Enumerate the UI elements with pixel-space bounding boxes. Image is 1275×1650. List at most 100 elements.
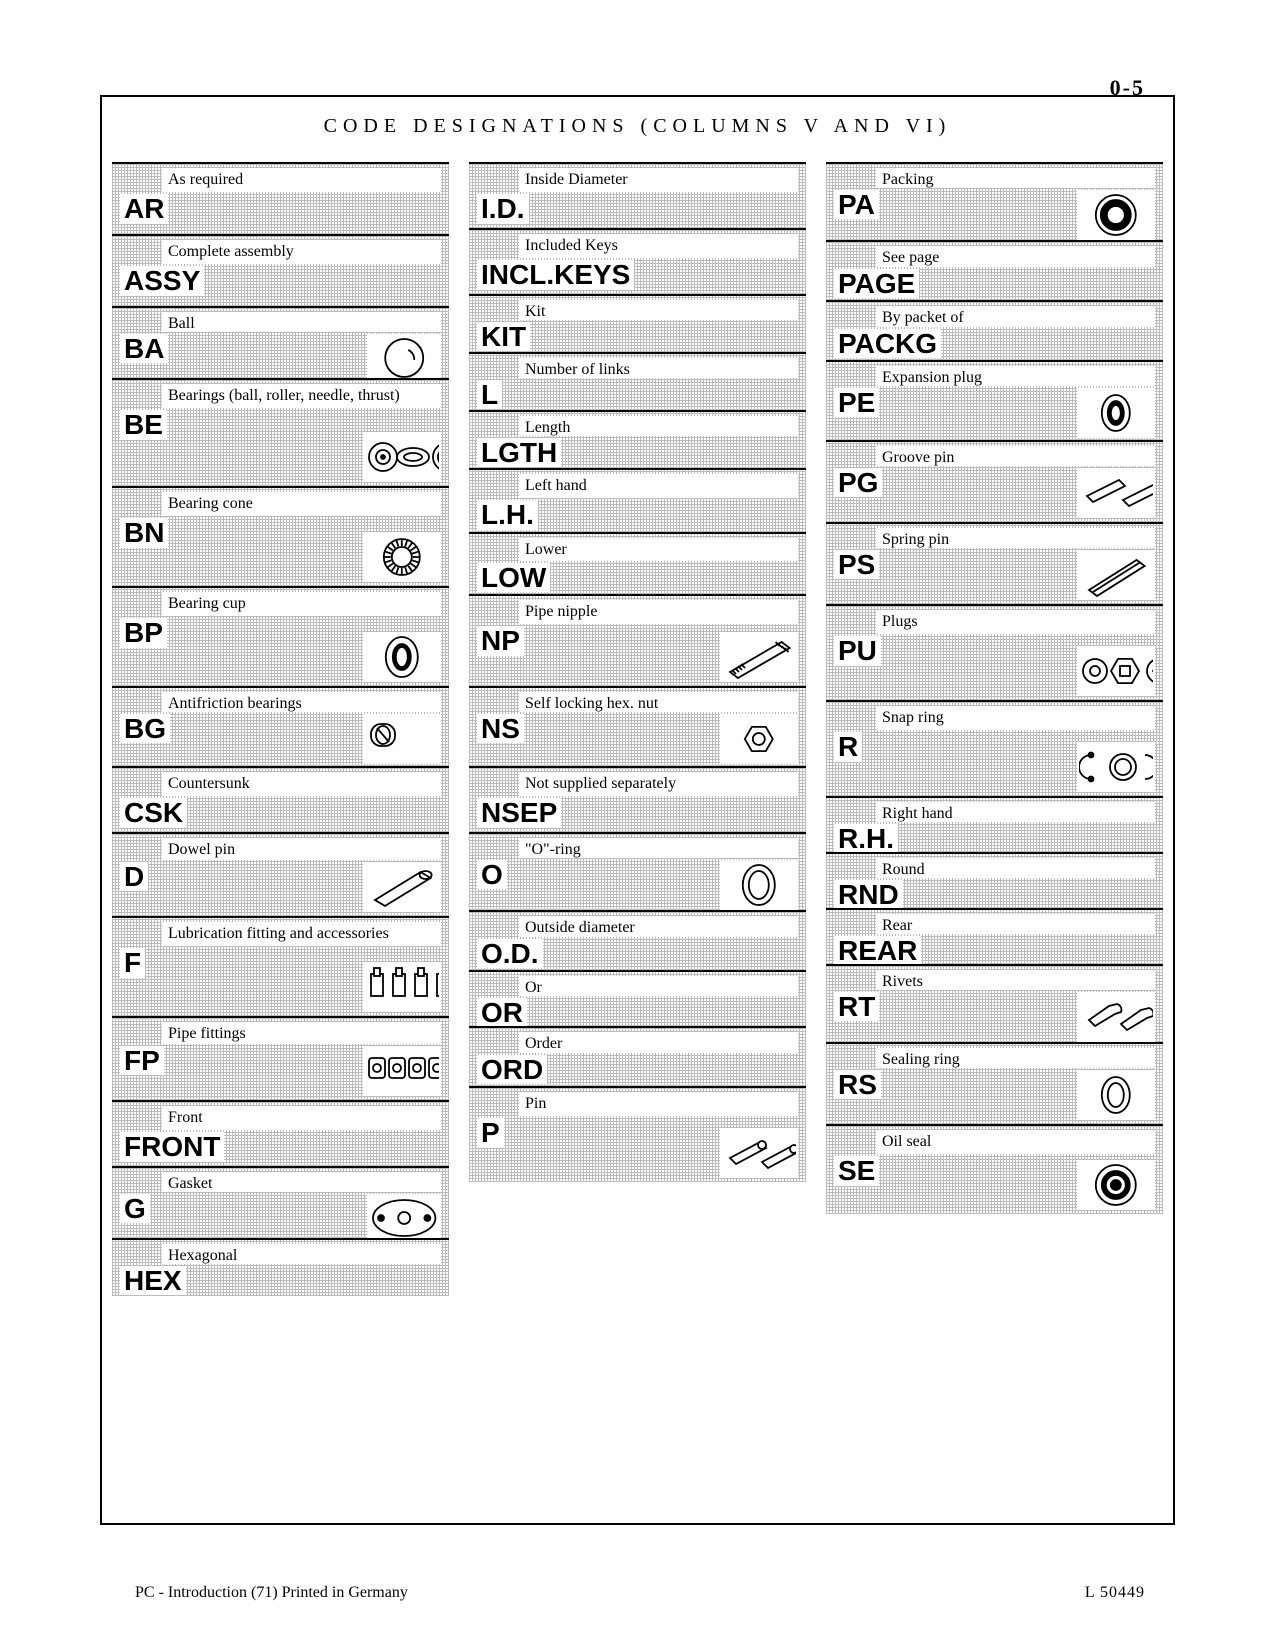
cell-inner: NP <box>477 626 798 686</box>
code-label: FRONT <box>120 1132 224 1161</box>
code-cell: BallBA <box>112 306 449 378</box>
column: As requiredARComplete assemblyASSYBallBA… <box>112 162 449 1512</box>
code-label: PS <box>834 550 879 579</box>
cell-inner: PE <box>834 388 1155 442</box>
code-label: L <box>477 380 502 409</box>
code-cell: By packet ofPACKG <box>826 300 1163 360</box>
cell-inner: ORD <box>477 1055 798 1086</box>
code-cell: Groove pinPG <box>826 440 1163 522</box>
code-cell: Right handR.H. <box>826 796 1163 852</box>
pins-icon <box>720 1128 798 1178</box>
code-label: O.D. <box>477 939 543 968</box>
code-cell: RoundRND <box>826 852 1163 908</box>
code-label: PAGE <box>834 269 919 298</box>
code-description: Length <box>519 416 798 436</box>
plugs-icon <box>1077 646 1155 696</box>
cell-inner: LOW <box>477 563 798 594</box>
groovepin-icon <box>1077 468 1155 518</box>
code-description: Front <box>162 1106 441 1130</box>
cell-inner: P <box>477 1118 798 1182</box>
cell-inner: INCL.KEYS <box>477 260 798 294</box>
code-cell: Antifriction bearingsBG <box>112 686 449 766</box>
code-cell: CountersunkCSK <box>112 766 449 832</box>
code-description: Plugs <box>876 610 1155 634</box>
code-label: ORD <box>477 1055 547 1084</box>
cell-inner: BP <box>120 618 441 686</box>
cell-inner: O <box>477 860 798 914</box>
code-label: AR <box>120 194 168 223</box>
code-description: Lubrication fitting and accessories <box>162 922 441 946</box>
code-cell: FrontFRONT <box>112 1100 449 1166</box>
code-description: Sealing ring <box>876 1048 1155 1068</box>
packing-icon <box>1077 190 1155 240</box>
code-description: Left hand <box>519 474 798 498</box>
rivets-icon <box>1077 992 1155 1042</box>
outer-frame: CODE DESIGNATIONS (COLUMNS V AND VI) As … <box>100 95 1175 1525</box>
code-description: Right hand <box>876 802 1155 822</box>
code-label: P <box>477 1118 504 1147</box>
code-cell: Pipe fittingsFP <box>112 1016 449 1100</box>
code-description: Oil seal <box>876 1130 1155 1154</box>
cell-inner: AR <box>120 194 441 234</box>
cell-inner: PU <box>834 636 1155 700</box>
code-description: Gasket <box>162 1172 441 1192</box>
dowel-icon <box>363 862 441 912</box>
code-cell: OrderORD <box>469 1026 806 1086</box>
code-label: NSEP <box>477 798 561 827</box>
cell-inner: FRONT <box>120 1132 441 1166</box>
code-description: See page <box>876 246 1155 267</box>
nut-icon <box>720 714 798 764</box>
cell-inner: RT <box>834 992 1155 1046</box>
snapring-icon <box>1077 742 1155 792</box>
code-description: Rivets <box>876 970 1155 990</box>
cell-inner: F <box>120 948 441 1016</box>
oring-icon <box>720 860 798 910</box>
cell-inner: BG <box>120 714 441 768</box>
code-cell: Oil sealSE <box>826 1124 1163 1214</box>
code-label: BE <box>120 410 167 439</box>
bearings-icon <box>363 432 441 482</box>
code-description: Not supplied separately <box>519 772 798 796</box>
code-label: I.D. <box>477 194 529 223</box>
code-cell: PlugsPU <box>826 604 1163 700</box>
sealring-icon <box>1077 1070 1155 1120</box>
code-label: F <box>120 948 145 977</box>
code-description: Pipe nipple <box>519 600 798 624</box>
page-number: 0-5 <box>1110 75 1145 101</box>
code-label: G <box>120 1194 150 1223</box>
code-description: Spring pin <box>876 528 1155 548</box>
code-description: Included Keys <box>519 234 798 258</box>
cell-inner: R <box>834 732 1155 796</box>
cell-inner: PG <box>834 468 1155 522</box>
code-label: LGTH <box>477 438 561 467</box>
code-label: KIT <box>477 322 530 351</box>
cell-inner: NSEP <box>477 798 798 832</box>
page-title: CODE DESIGNATIONS (COLUMNS V AND VI) <box>102 97 1173 162</box>
code-label: PE <box>834 388 879 417</box>
code-cell: RearREAR <box>826 908 1163 964</box>
code-description: "O"-ring <box>519 838 798 858</box>
cell-inner: KIT <box>477 322 798 353</box>
cell-inner: BE <box>120 410 441 486</box>
code-description: Bearing cone <box>162 492 441 516</box>
code-cell: Bearing coneBN <box>112 486 449 586</box>
code-label: SE <box>834 1156 879 1185</box>
cup-icon <box>363 632 441 682</box>
oilseal-icon <box>1077 1160 1155 1210</box>
code-label: PA <box>834 190 879 219</box>
code-cell: KitKIT <box>469 294 806 352</box>
code-cell: PackingPA <box>826 162 1163 240</box>
code-description: Bearings (ball, roller, needle, thrust) <box>162 384 441 408</box>
code-description: Pipe fittings <box>162 1022 441 1044</box>
cell-inner: REAR <box>834 936 1155 967</box>
cell-inner: PS <box>834 550 1155 604</box>
cell-inner: FP <box>120 1046 441 1100</box>
code-cell: PinP <box>469 1086 806 1182</box>
code-label: BP <box>120 618 167 647</box>
code-cell: Not supplied separatelyNSEP <box>469 766 806 832</box>
column: PackingPASee pagePAGEBy packet ofPACKGEx… <box>826 162 1163 1512</box>
cell-inner: R.H. <box>834 824 1155 855</box>
code-cell: Self locking hex. nutNS <box>469 686 806 766</box>
code-cell: Gasket G <box>112 1166 449 1238</box>
code-cell: Pipe nippleNP <box>469 594 806 686</box>
